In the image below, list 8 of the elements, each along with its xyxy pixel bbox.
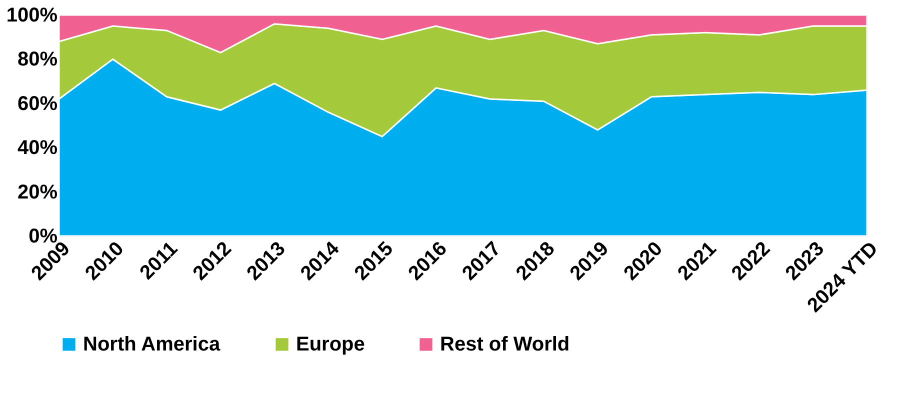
legend-label: Rest of World [440,333,570,356]
legend-label: North America [83,333,221,356]
y-tick-label: 60% [17,92,58,115]
y-tick-label: 20% [17,181,58,204]
y-tick-label: 100% [6,4,58,26]
legend-label: Europe [296,333,365,356]
y-tick-label: 40% [17,137,58,160]
y-tick-label: 80% [17,48,58,71]
